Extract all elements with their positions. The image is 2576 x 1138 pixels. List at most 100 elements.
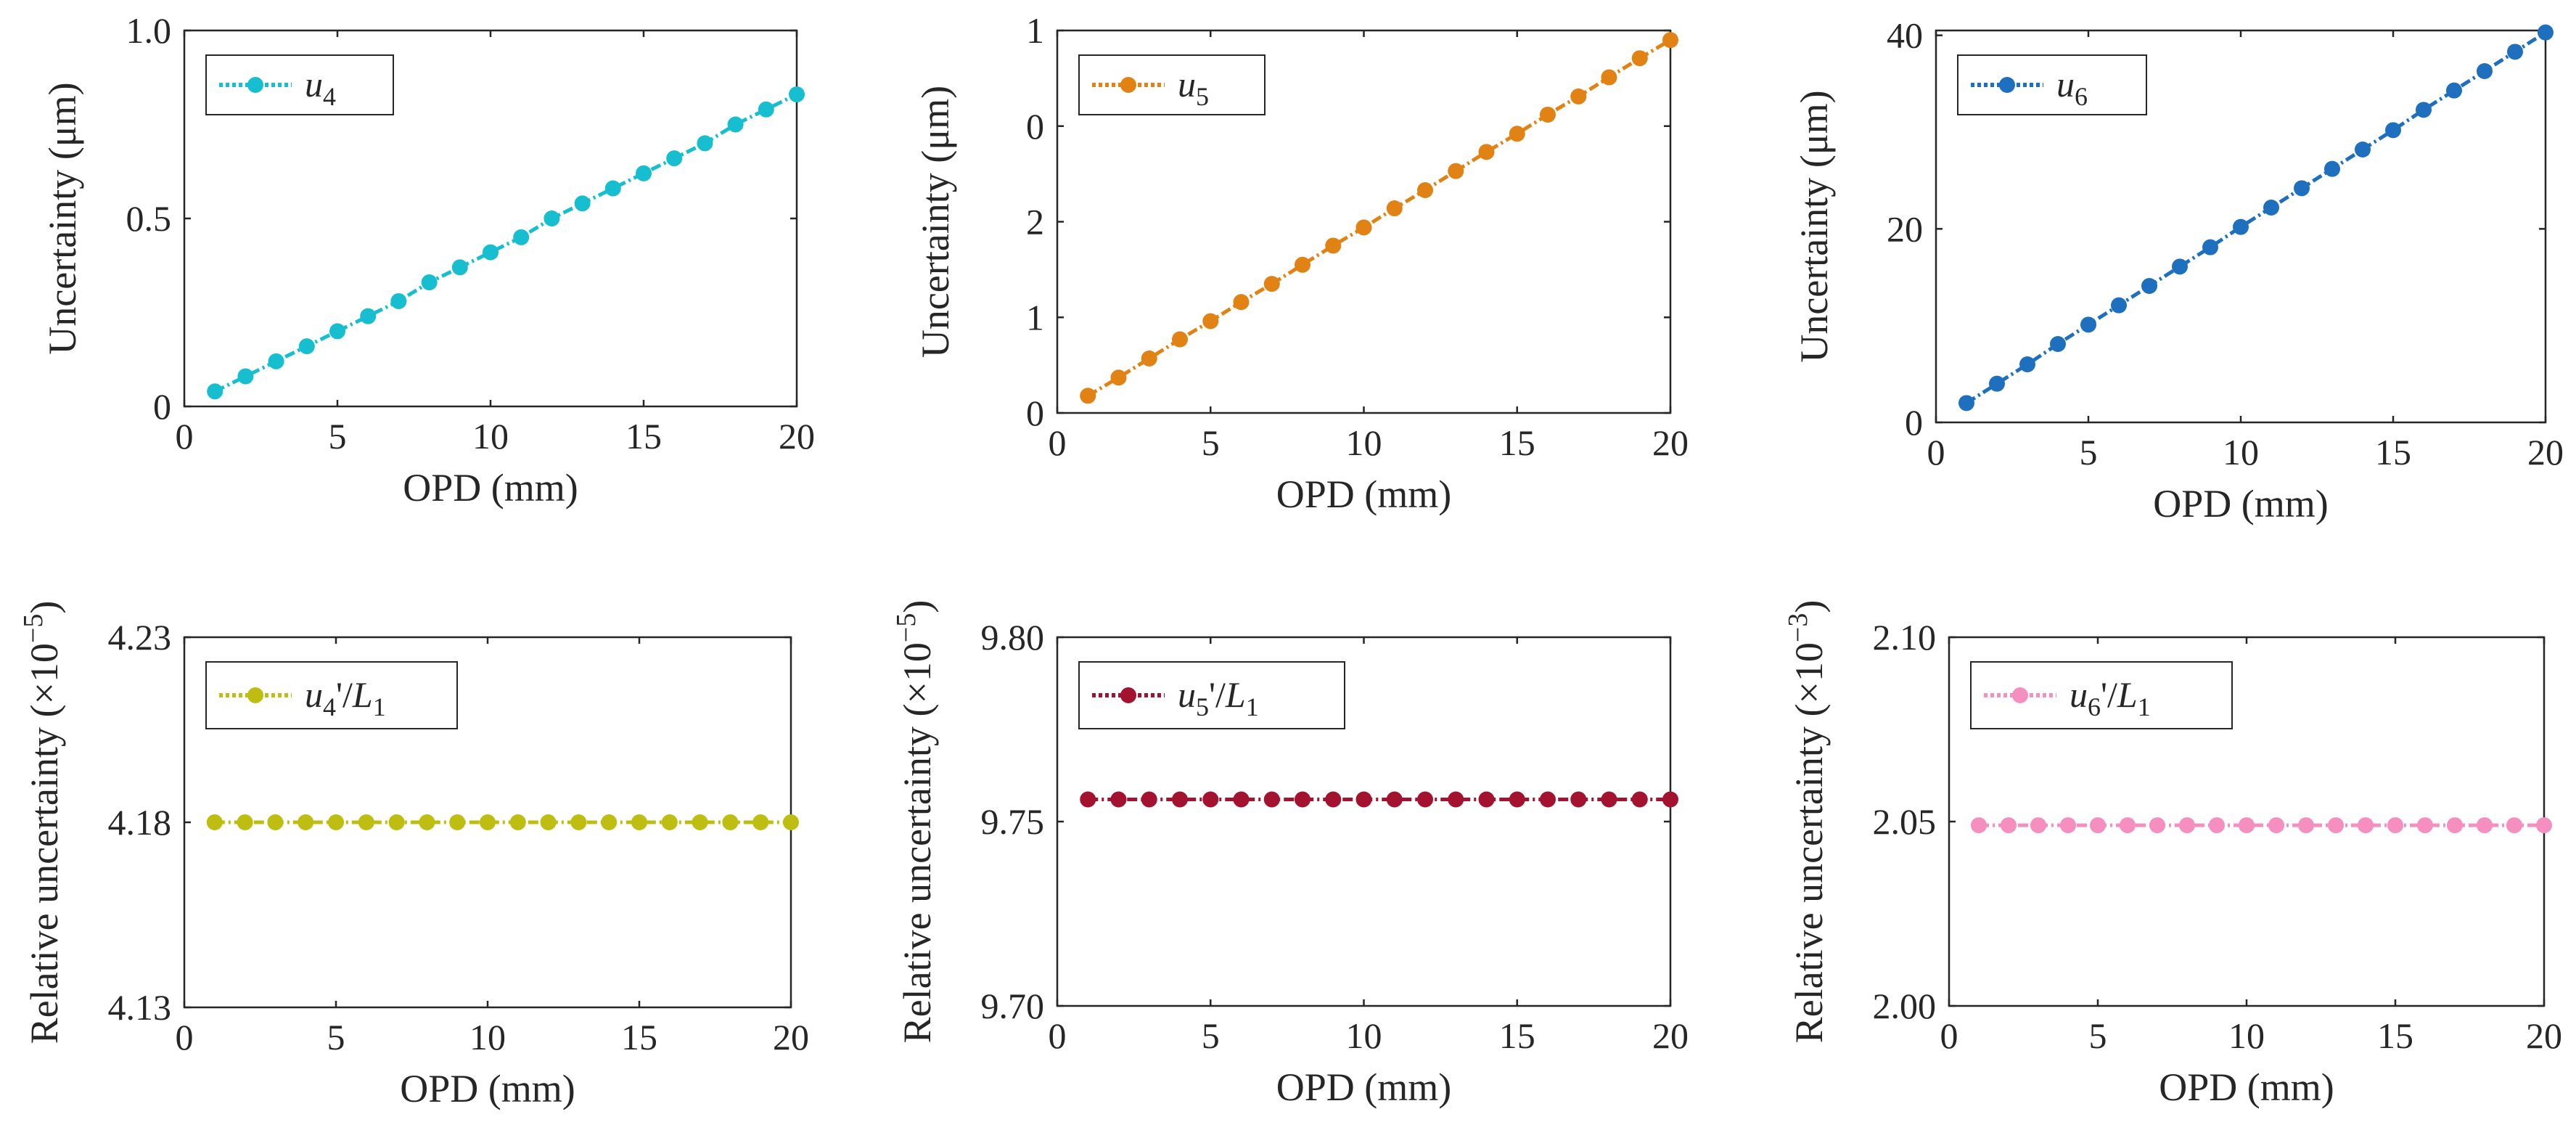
y-axis-label: Relative uncertainty (×10−5): [891, 600, 939, 1044]
data-point: [2209, 817, 2225, 834]
data-point: [2506, 817, 2522, 834]
data-point: [1540, 106, 1556, 123]
x-tick-label: 15: [621, 1017, 657, 1057]
y-tick-label: 9.80: [981, 617, 1045, 658]
data-point: [1295, 791, 1310, 808]
data-point: [1631, 50, 1648, 67]
x-tick-label: 20: [1652, 1015, 1689, 1056]
data-point: [604, 180, 621, 197]
data-point: [1417, 182, 1433, 199]
data-point: [1172, 791, 1188, 808]
data-point: [298, 814, 314, 830]
data-point: [1570, 88, 1587, 105]
legend-marker: [1120, 687, 1136, 703]
x-tick-label: 20: [773, 1017, 809, 1057]
y-tick-label: 0: [1026, 393, 1044, 433]
data-point: [540, 814, 557, 830]
x-tick-label: 0: [176, 1017, 194, 1057]
y-tick-label: 4.18: [108, 802, 172, 843]
data-point: [1080, 791, 1096, 808]
y-tick-label: 0: [1026, 106, 1044, 147]
data-point: [2324, 160, 2340, 177]
data-point: [1989, 375, 2005, 392]
data-point: [697, 135, 713, 152]
legend: u6'/L1: [1970, 661, 2233, 729]
chart-panel-rel5: 0 5 10 15 20 9.70 9.75 9.80 OPD (mm) Relative unc…: [891, 600, 1689, 1109]
y-tick-label: 1: [1026, 297, 1044, 337]
x-tick-label: 20: [2526, 1015, 2562, 1056]
y-axis-label: Uncertainty (μm): [914, 86, 957, 358]
chart-panel-rel4: 0 5 10 15 20 4.13 4.18 4.23 OPD (mm) Relative unc…: [18, 601, 809, 1110]
data-point: [2416, 102, 2432, 118]
legend-box: [1957, 54, 2147, 115]
chart-panel-u6: 0 5 10 15 20 0 20 40 OPD (mm) Uncertainty (μm) u6: [1792, 15, 2564, 525]
data-point: [1971, 817, 1987, 834]
data-point: [451, 259, 468, 276]
data-point: [1110, 791, 1127, 808]
data-point: [2090, 817, 2106, 834]
x-axis-label: OPD (mm): [1276, 472, 1452, 516]
x-tick-label: 15: [625, 416, 662, 457]
data-point: [419, 814, 435, 830]
data-point: [328, 814, 344, 830]
x-tick-label: 5: [1202, 1015, 1220, 1056]
y-tick-label: 9.70: [981, 986, 1045, 1026]
x-tick-label: 20: [779, 416, 815, 457]
data-point: [543, 210, 560, 226]
y-tick-label: 0: [153, 386, 171, 427]
data-point: [574, 195, 591, 212]
x-tick-label: 5: [2089, 1015, 2107, 1056]
data-point: [2477, 63, 2493, 79]
x-tick-label: 10: [1346, 422, 1382, 463]
x-tick-label: 10: [469, 1017, 506, 1057]
x-tick-label: 15: [2377, 1015, 2413, 1056]
data-point: [789, 86, 805, 103]
data-point: [2355, 142, 2371, 157]
y-axis-label: Relative uncertainty (×10−3): [1783, 600, 1831, 1044]
legend-marker: [1120, 77, 1136, 93]
data-point: [1355, 791, 1372, 808]
data-point: [1509, 126, 1525, 142]
data-point: [2172, 258, 2188, 275]
data-point: [570, 814, 587, 830]
legend-label: u6'/L1: [2070, 674, 2151, 721]
data-point: [2050, 336, 2066, 352]
x-axis-label: OPD (mm): [2159, 1065, 2334, 1109]
y-axis-label: Uncertainty (μm): [1792, 90, 1836, 362]
x-tick-label: 5: [327, 1017, 345, 1057]
data-point: [2387, 817, 2403, 834]
y-tick-label: 2.10: [1873, 617, 1937, 658]
x-tick-label: 0: [1927, 432, 1945, 472]
legend: u6: [1957, 54, 2147, 115]
x-tick-label: 10: [472, 416, 509, 457]
x-axis-label: OPD (mm): [2153, 482, 2329, 525]
data-point: [2149, 817, 2165, 834]
data-point: [2019, 356, 2035, 372]
x-tick-label: 20: [2527, 432, 2564, 472]
x-tick-label: 20: [1652, 422, 1689, 463]
data-point: [207, 383, 223, 400]
x-tick-label: 5: [2080, 432, 2098, 472]
data-point: [1263, 276, 1280, 292]
data-point: [2446, 82, 2462, 99]
y-tick-label: 1.0: [126, 10, 172, 51]
legend-box: [1078, 54, 1266, 115]
data-point: [2080, 316, 2096, 333]
data-point: [1478, 144, 1495, 160]
x-tick-label: 10: [2228, 1015, 2265, 1056]
data-point: [1417, 791, 1433, 808]
x-tick-label: 0: [176, 416, 194, 457]
y-tick-label: 2.00: [1873, 986, 1937, 1026]
data-point: [390, 292, 407, 309]
chart-panel-u4: 0 5 10 15 20 0 0.5 1.0 OPD (mm) Uncertainty (μm) u…: [41, 10, 815, 509]
data-point: [1233, 791, 1250, 808]
data-point: [2538, 24, 2554, 41]
x-axis-label: OPD (mm): [403, 466, 578, 509]
data-point: [298, 338, 315, 355]
data-point: [509, 814, 526, 830]
x-tick-label: 15: [2375, 432, 2411, 472]
data-point: [2263, 200, 2279, 216]
legend-marker: [247, 77, 263, 93]
data-point: [1141, 350, 1157, 367]
